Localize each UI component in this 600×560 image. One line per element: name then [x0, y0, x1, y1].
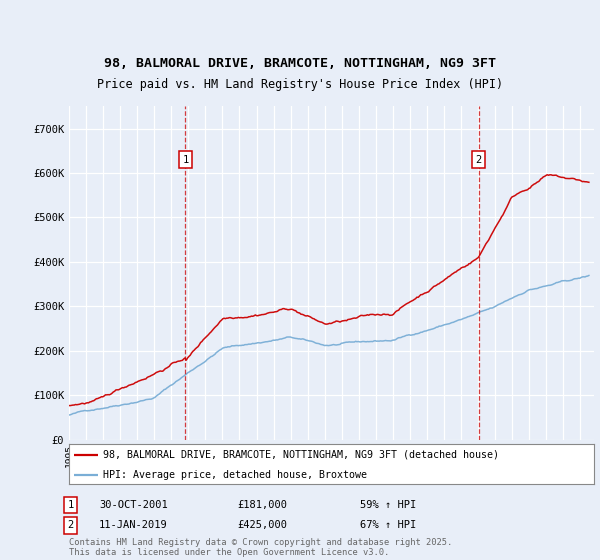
Text: 59% ↑ HPI: 59% ↑ HPI — [360, 500, 416, 510]
Text: £425,000: £425,000 — [237, 520, 287, 530]
Text: 2: 2 — [68, 520, 74, 530]
Text: 67% ↑ HPI: 67% ↑ HPI — [360, 520, 416, 530]
Text: 98, BALMORAL DRIVE, BRAMCOTE, NOTTINGHAM, NG9 3FT (detached house): 98, BALMORAL DRIVE, BRAMCOTE, NOTTINGHAM… — [103, 450, 499, 460]
Text: 1: 1 — [68, 500, 74, 510]
Text: 1: 1 — [182, 155, 188, 165]
Text: £181,000: £181,000 — [237, 500, 287, 510]
Text: 30-OCT-2001: 30-OCT-2001 — [99, 500, 168, 510]
Text: Price paid vs. HM Land Registry's House Price Index (HPI): Price paid vs. HM Land Registry's House … — [97, 78, 503, 91]
Text: Contains HM Land Registry data © Crown copyright and database right 2025.
This d: Contains HM Land Registry data © Crown c… — [69, 538, 452, 557]
Text: 2: 2 — [475, 155, 482, 165]
Text: HPI: Average price, detached house, Broxtowe: HPI: Average price, detached house, Brox… — [103, 470, 367, 480]
Text: 11-JAN-2019: 11-JAN-2019 — [99, 520, 168, 530]
Text: 98, BALMORAL DRIVE, BRAMCOTE, NOTTINGHAM, NG9 3FT: 98, BALMORAL DRIVE, BRAMCOTE, NOTTINGHAM… — [104, 57, 496, 70]
